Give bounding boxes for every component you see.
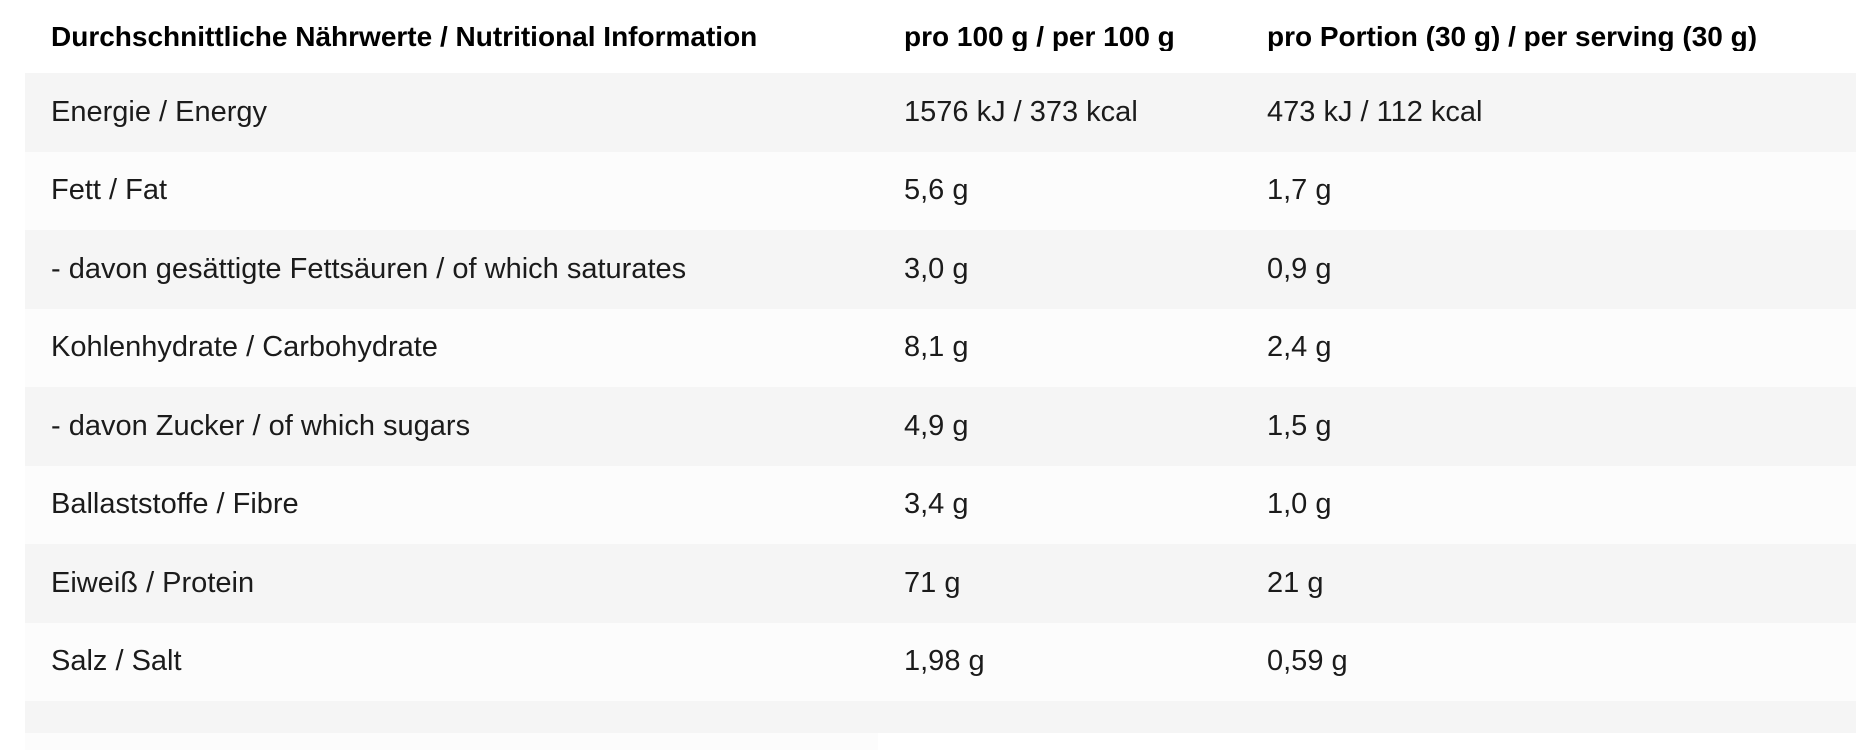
- row-label: Salz / Salt: [51, 647, 182, 677]
- value-per-100g: 1,98 g: [904, 647, 985, 677]
- table-row-carbohydrate: Kohlenhydrate / Carbohydrate 8,1 g 2,4 g: [25, 308, 1856, 387]
- table-row-protein: Eiweiß / Protein 71 g 21 g: [25, 544, 1856, 623]
- value-per-serving: 1,7 g: [1267, 176, 1332, 206]
- row-label: Eiweiß / Protein: [51, 568, 255, 598]
- value-per-100g: 8,1 g: [904, 333, 969, 363]
- row-label: Ballaststoffe / Fibre: [51, 490, 299, 520]
- column-header-per-100g: pro 100 g / per 100 g: [904, 22, 1175, 51]
- row-label: - davon gesättigte Fettsäuren / of which…: [51, 254, 687, 284]
- row-label: Fett / Fat: [51, 176, 168, 206]
- value-per-100g: 1576 kJ / 373 kcal: [904, 97, 1138, 127]
- table-row-fibre: Ballaststoffe / Fibre 3,4 g 1,0 g: [25, 465, 1856, 544]
- value-per-serving: 1,0 g: [1267, 490, 1332, 520]
- value-per-100g: 3,4 g: [904, 490, 969, 520]
- table-row-fat: Fett / Fat 5,6 g 1,7 g: [25, 151, 1856, 230]
- column-header-per-serving: pro Portion (30 g) / per serving (30 g): [1267, 22, 1758, 51]
- value-per-serving: 0,9 g: [1267, 254, 1332, 284]
- value-per-serving: 21 g: [1267, 568, 1324, 598]
- row-label: Kohlenhydrate / Carbohydrate: [51, 333, 438, 363]
- value-per-serving: 0,59 g: [1267, 647, 1348, 677]
- table-row-saturates: - davon gesättigte Fettsäuren / of which…: [25, 230, 1856, 309]
- value-per-100g: 5,6 g: [904, 176, 969, 206]
- value-per-serving: 473 kJ / 112 kcal: [1267, 97, 1483, 127]
- column-header-nutrient: Durchschnittliche Nährwerte / Nutritiona…: [51, 22, 758, 51]
- table-header-row: Durchschnittliche Nährwerte / Nutritiona…: [25, 0, 1856, 73]
- table-row-sugars: - davon Zucker / of which sugars 4,9 g 1…: [25, 387, 1856, 466]
- table-row-salt: Salz / Salt 1,98 g 0,59 g: [25, 622, 1856, 701]
- value-per-100g: 71 g: [904, 568, 961, 598]
- row-label: - davon Zucker / of which sugars: [51, 411, 471, 441]
- next-row-partial-background: [25, 701, 1856, 733]
- value-per-100g: 4,9 g: [904, 411, 969, 441]
- value-per-serving: 2,4 g: [1267, 333, 1332, 363]
- next-row-partial-first-cell: [25, 733, 878, 750]
- value-per-serving: 1,5 g: [1267, 411, 1332, 441]
- table-row-energy: Energie / Energy 1576 kJ / 373 kcal 473 …: [25, 73, 1856, 152]
- row-label: Energie / Energy: [51, 97, 268, 127]
- value-per-100g: 3,0 g: [904, 254, 969, 284]
- nutrition-table: Durchschnittliche Nährwerte / Nutritiona…: [25, 0, 1856, 750]
